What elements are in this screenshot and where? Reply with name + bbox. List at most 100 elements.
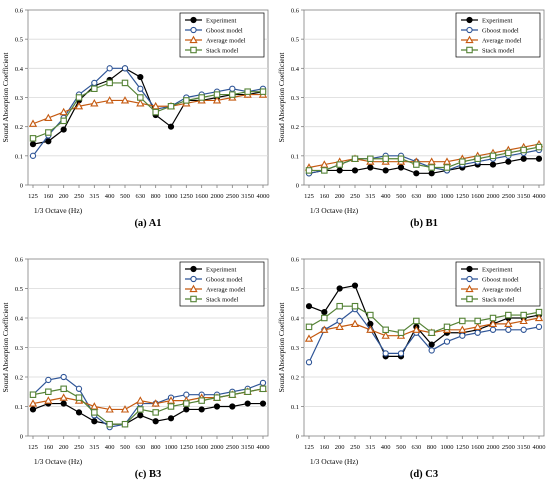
data-point — [520, 155, 527, 162]
data-point — [382, 326, 389, 334]
data-point — [382, 167, 389, 174]
data-point — [167, 403, 175, 410]
x-tick-label: 1000 — [165, 444, 178, 451]
legend-item: Stack model — [185, 295, 239, 303]
data-point — [458, 325, 467, 333]
legend-label: Stack model — [482, 47, 515, 54]
legend-swatch-marker — [465, 35, 474, 44]
legend-label: Gboost model — [482, 27, 519, 34]
x-tick-label: 4000 — [257, 444, 270, 451]
y-tick-label: 0.6 — [15, 8, 24, 15]
legend-item: Experiment — [185, 265, 237, 273]
y-tick-label: 0.3 — [291, 345, 299, 352]
x-tick-label: 160 — [319, 193, 329, 200]
data-point — [442, 157, 452, 165]
data-point — [305, 323, 313, 331]
data-point — [473, 322, 482, 330]
x-tick-label: 3150 — [241, 193, 254, 200]
legend-item: Gboost model — [185, 275, 243, 283]
x-tick-label: 800 — [151, 193, 161, 200]
data-point — [151, 101, 160, 110]
data-point — [535, 323, 543, 330]
x-tick-label: 800 — [427, 193, 437, 200]
data-point — [45, 376, 52, 384]
data-point — [166, 396, 176, 404]
panel-caption: (b) B1 — [410, 218, 438, 229]
data-point — [213, 403, 221, 410]
data-point — [45, 388, 52, 395]
data-point — [382, 155, 389, 163]
x-tick-label: 1000 — [441, 444, 454, 451]
legend-item: Experiment — [461, 265, 513, 273]
data-point — [428, 341, 435, 348]
data-point — [44, 113, 53, 122]
data-point — [397, 164, 405, 171]
legend-item: Gboost model — [461, 26, 519, 34]
data-point — [489, 326, 497, 333]
y-tick-label: 0.5 — [15, 286, 23, 293]
series-line — [308, 143, 540, 169]
data-point — [106, 79, 113, 87]
y-tick-label: 0.5 — [291, 37, 299, 44]
x-tick-label: 160 — [43, 444, 53, 451]
y-tick-label: 0.6 — [291, 8, 300, 15]
x-tick-label: 500 — [396, 193, 406, 200]
x-tick-label: 500 — [120, 444, 130, 451]
y-tick-label: 0.1 — [291, 153, 299, 160]
legend-label: Experiment — [482, 17, 513, 24]
data-point — [259, 385, 267, 393]
data-point — [397, 350, 405, 357]
x-tick-label: 315 — [365, 444, 375, 451]
legend-item: Average model — [185, 35, 246, 44]
y-tick-label: 0 — [20, 183, 23, 190]
x-tick-label: 1000 — [165, 193, 178, 200]
data-point — [336, 285, 343, 292]
x-tick-label: 400 — [105, 444, 115, 451]
data-point — [367, 164, 374, 171]
y-tick-label: 0.6 — [291, 257, 300, 264]
data-point — [336, 167, 343, 174]
data-point — [45, 129, 52, 136]
legend-swatch-marker — [466, 265, 473, 273]
legend-swatch-marker — [190, 26, 197, 34]
data-point — [137, 406, 144, 413]
data-point — [474, 155, 481, 163]
x-tick-label: 2000 — [487, 193, 500, 200]
y-tick-label: 0.4 — [15, 66, 24, 73]
x-tick-label: 1250 — [180, 444, 193, 451]
chart-panel-4: 0 0.1 0.2 0.3 0.4 0.5 0.6 125 160 200 250 315 400 500… — [277, 257, 546, 481]
y-tick-label: 0.6 — [15, 257, 24, 264]
legend-label: Gboost model — [482, 276, 519, 283]
series-average-model — [304, 313, 544, 342]
data-point — [59, 393, 68, 401]
x-tick-label: 200 — [59, 193, 69, 200]
data-point — [167, 103, 175, 110]
data-point — [535, 308, 543, 316]
data-point — [75, 409, 83, 416]
data-point — [350, 319, 360, 328]
data-point — [351, 155, 359, 163]
data-point — [75, 385, 83, 392]
data-point — [459, 158, 466, 165]
series-line — [32, 82, 263, 139]
data-point — [60, 385, 67, 393]
data-point — [413, 317, 420, 325]
series-line — [308, 158, 539, 174]
legend-swatch-marker — [190, 275, 197, 283]
data-point — [520, 311, 527, 319]
y-tick-label: 0.5 — [15, 37, 23, 44]
x-tick-label: 400 — [105, 193, 115, 200]
data-point — [459, 317, 466, 325]
panel-caption: (c) B3 — [135, 469, 162, 480]
data-point — [474, 329, 481, 336]
data-point — [428, 170, 435, 177]
legend-item: Average model — [461, 284, 522, 293]
data-point — [520, 326, 527, 333]
data-point — [120, 405, 130, 413]
y-tick-label: 0.4 — [291, 66, 300, 73]
data-point — [75, 94, 83, 101]
data-point — [29, 391, 37, 398]
legend: Experiment Gboost model Average model Stack… — [455, 261, 541, 307]
legend-label: Gboost model — [206, 276, 243, 283]
data-point — [152, 418, 159, 425]
